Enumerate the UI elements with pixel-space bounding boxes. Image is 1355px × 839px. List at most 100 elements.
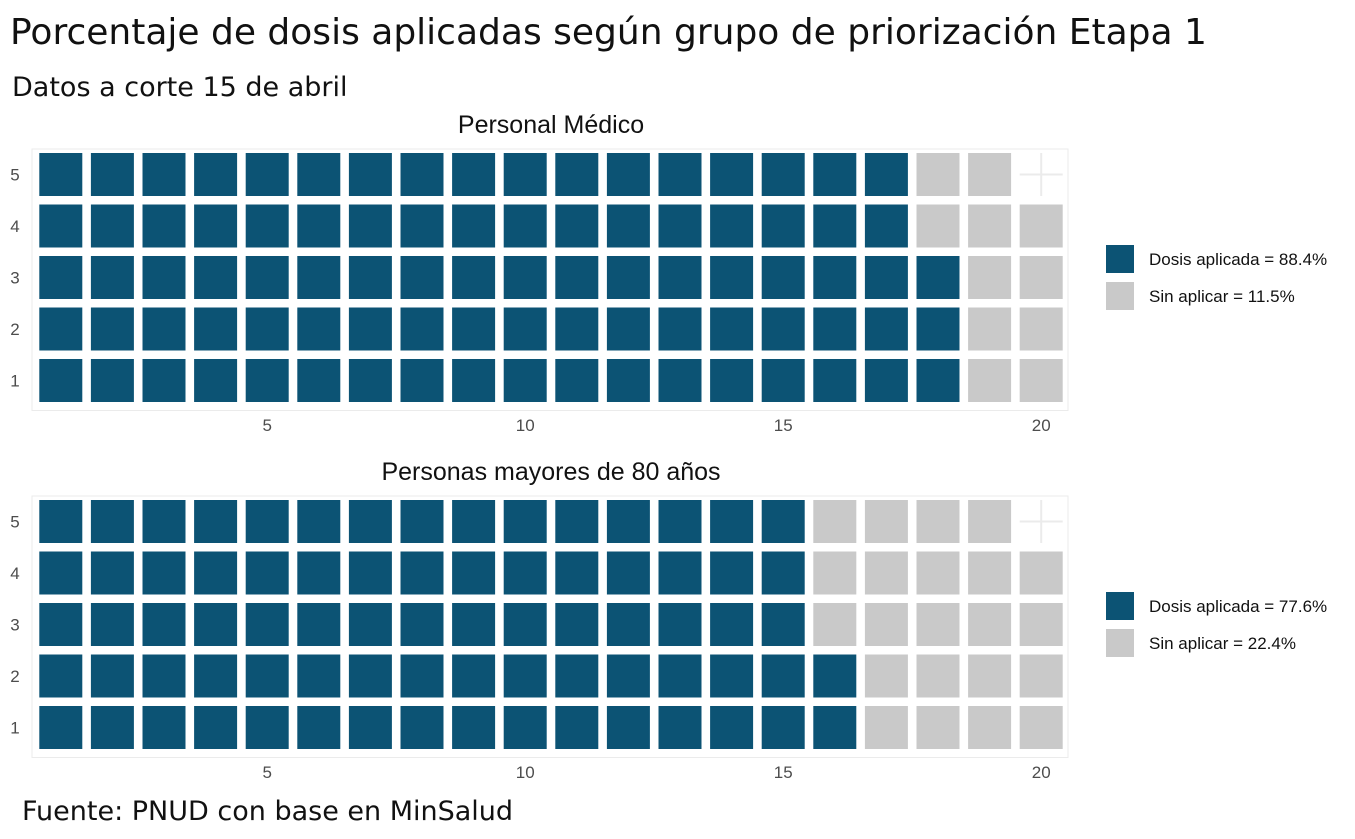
waffle-cell-applied bbox=[348, 307, 392, 351]
y-tick-label: 1 bbox=[10, 719, 19, 738]
waffle-cell-applied bbox=[452, 256, 496, 299]
waffle-cell-applied bbox=[761, 307, 805, 351]
waffle-cell-applied bbox=[606, 706, 650, 749]
waffle-cell-not-applied bbox=[916, 500, 960, 543]
waffle-cell-applied bbox=[606, 204, 650, 248]
waffle-cell-applied bbox=[555, 603, 599, 646]
waffle-cell-applied bbox=[194, 153, 238, 196]
waffle-cell-applied bbox=[503, 204, 547, 248]
waffle-cell-applied bbox=[864, 204, 908, 248]
waffle-cell-applied bbox=[555, 204, 599, 248]
source-note: Fuente: PNUD con base en MinSalud bbox=[22, 796, 514, 827]
chart-title: Personas mayores de 80 años bbox=[381, 458, 720, 486]
waffle-cell-applied bbox=[606, 153, 650, 196]
waffle-cell-applied bbox=[142, 551, 186, 595]
waffle-cell-applied bbox=[245, 706, 289, 749]
waffle-cell-applied bbox=[761, 603, 805, 646]
waffle-cell-applied bbox=[400, 551, 444, 595]
waffle-cell-applied bbox=[348, 153, 392, 196]
waffle-cell-applied bbox=[39, 603, 83, 646]
waffle-cell-applied bbox=[710, 307, 754, 351]
y-tick-label: 3 bbox=[10, 269, 19, 288]
waffle-cell-applied bbox=[245, 307, 289, 351]
x-tick-label: 20 bbox=[1032, 416, 1051, 435]
waffle-cell-applied bbox=[194, 603, 238, 646]
waffle-cell-applied bbox=[142, 706, 186, 749]
waffle-cell-applied bbox=[452, 153, 496, 196]
waffle-cell-applied bbox=[245, 204, 289, 248]
waffle-cell-applied bbox=[813, 153, 857, 196]
waffle-cell-not-applied bbox=[864, 654, 908, 698]
waffle-cell-applied bbox=[761, 204, 805, 248]
waffle-cell-applied bbox=[348, 551, 392, 595]
waffle-cell-applied bbox=[400, 204, 444, 248]
waffle-cell-applied bbox=[90, 500, 134, 543]
waffle-cell-applied bbox=[348, 603, 392, 646]
waffle-cell-applied bbox=[90, 256, 134, 299]
waffle-cell-not-applied bbox=[1019, 603, 1063, 646]
waffle-cell-applied bbox=[452, 359, 496, 402]
waffle-cell-applied bbox=[452, 603, 496, 646]
waffle-cell-not-applied bbox=[1019, 654, 1063, 698]
waffle-cell-not-applied bbox=[968, 359, 1012, 402]
waffle-cell-applied bbox=[710, 500, 754, 543]
waffle-cell-not-applied bbox=[1019, 204, 1063, 248]
waffle-cell-not-applied bbox=[916, 706, 960, 749]
y-tick-label: 5 bbox=[10, 513, 19, 532]
waffle-cell-applied bbox=[348, 500, 392, 543]
waffle-cell-not-applied bbox=[864, 603, 908, 646]
waffle-cell-applied bbox=[39, 500, 83, 543]
waffle-cell-applied bbox=[194, 500, 238, 543]
legend-label: Dosis aplicada = 77.6% bbox=[1149, 597, 1327, 616]
waffle-cell-applied bbox=[916, 359, 960, 402]
waffle-cell-not-applied bbox=[968, 153, 1012, 196]
waffle-cell-applied bbox=[39, 706, 83, 749]
waffle-cell-applied bbox=[503, 551, 547, 595]
y-tick-label: 2 bbox=[10, 320, 19, 339]
waffle-cell-not-applied bbox=[916, 204, 960, 248]
waffle-cell-applied bbox=[194, 551, 238, 595]
waffle-chart-personal-medico: Personal Médico 5 10 15 20 1 2 3 4 5 Dosis aplicad… bbox=[10, 111, 1327, 435]
waffle-cell-applied bbox=[90, 603, 134, 646]
waffle-cell-applied bbox=[658, 204, 702, 248]
waffle-cell-applied bbox=[658, 654, 702, 698]
waffle-cell-applied bbox=[297, 551, 341, 595]
waffle-cell-applied bbox=[142, 307, 186, 351]
waffle-cell-applied bbox=[710, 654, 754, 698]
waffle-cell-applied bbox=[503, 706, 547, 749]
waffle-cell-applied bbox=[142, 603, 186, 646]
x-tick-label: 10 bbox=[516, 763, 535, 782]
waffle-cell-applied bbox=[658, 153, 702, 196]
waffle-cell-applied bbox=[555, 153, 599, 196]
waffle-cell-applied bbox=[245, 256, 289, 299]
waffle-cell-applied bbox=[297, 654, 341, 698]
waffle-cell-applied bbox=[710, 706, 754, 749]
waffle-cell-applied bbox=[348, 706, 392, 749]
waffle-cell-applied bbox=[194, 256, 238, 299]
waffle-cell-applied bbox=[245, 603, 289, 646]
waffle-cell-not-applied bbox=[968, 307, 1012, 351]
waffle-cell-not-applied bbox=[968, 603, 1012, 646]
waffle-cell-applied bbox=[606, 654, 650, 698]
y-tick-label: 2 bbox=[10, 667, 19, 686]
waffle-cell-applied bbox=[606, 500, 650, 543]
waffle-cell-applied bbox=[710, 359, 754, 402]
waffle-cell-applied bbox=[864, 153, 908, 196]
waffle-cell-applied bbox=[503, 153, 547, 196]
x-tick-label: 5 bbox=[262, 416, 271, 435]
waffle-cell-applied bbox=[400, 256, 444, 299]
waffle-cell-applied bbox=[142, 256, 186, 299]
waffle-cell-applied bbox=[606, 256, 650, 299]
waffle-cell-applied bbox=[90, 204, 134, 248]
waffle-cell-applied bbox=[606, 359, 650, 402]
waffle-cell-applied bbox=[761, 551, 805, 595]
waffle-cell-applied bbox=[710, 153, 754, 196]
waffle-cell-applied bbox=[555, 359, 599, 402]
y-tick-label: 5 bbox=[10, 166, 19, 185]
x-tick-label: 15 bbox=[774, 416, 793, 435]
waffle-cell-applied bbox=[606, 307, 650, 351]
waffle-cell-applied bbox=[503, 256, 547, 299]
waffle-cell-applied bbox=[555, 256, 599, 299]
waffle-cell-applied bbox=[39, 307, 83, 351]
waffle-cell-applied bbox=[39, 153, 83, 196]
